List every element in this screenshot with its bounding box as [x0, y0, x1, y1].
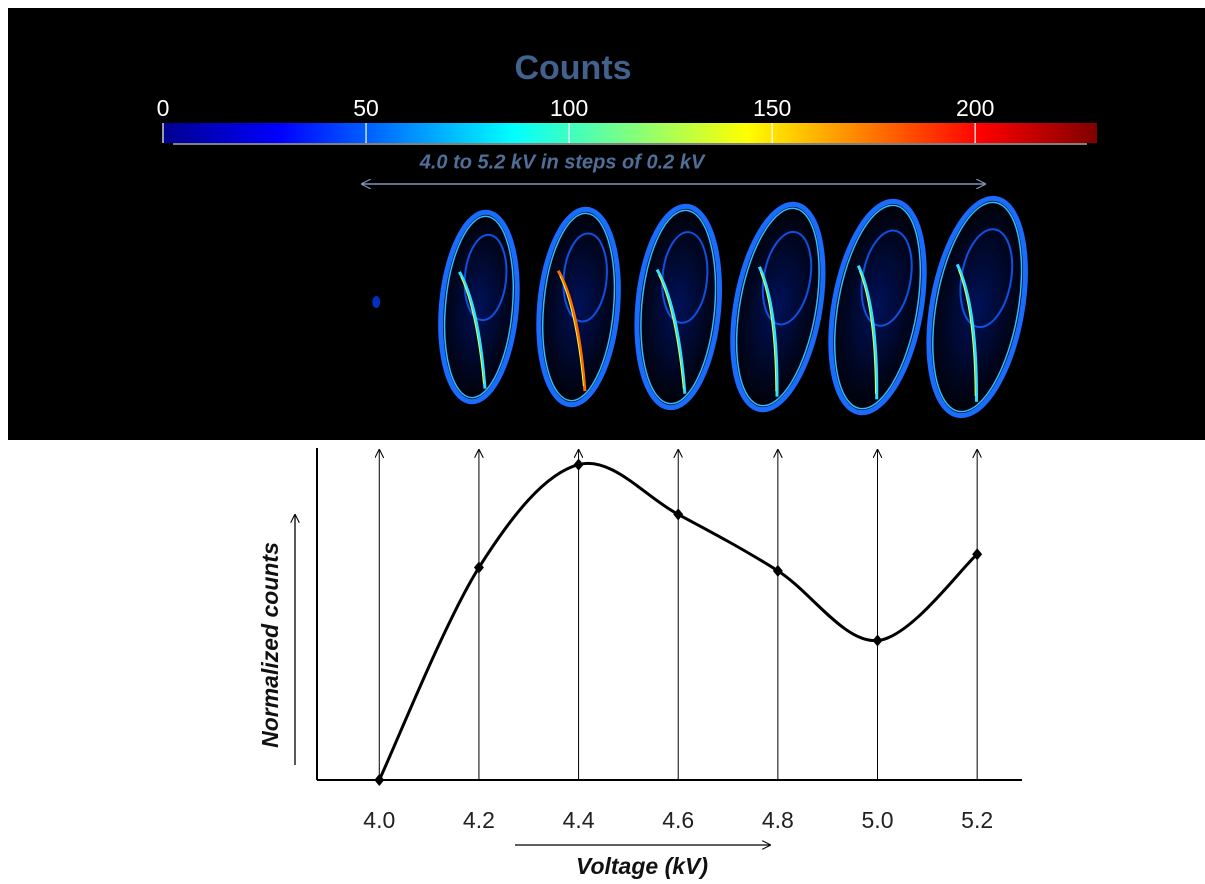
snapshot-streak — [760, 272, 777, 392]
snapshot-inner — [562, 232, 608, 323]
x-tick-label: 4.0 — [363, 807, 395, 833]
colorbar-tick-label: 200 — [956, 95, 994, 121]
snapshot-glow — [434, 206, 524, 408]
colorbar-tick-label: 0 — [157, 95, 170, 121]
x-tick-label: 4.6 — [662, 807, 694, 833]
snapshot-glow — [532, 203, 625, 411]
x-tick-label: 4.8 — [762, 807, 794, 833]
colorbar-tick-label: 150 — [753, 95, 791, 121]
snapshot — [824, 195, 931, 419]
x-tick-label: 5.2 — [961, 807, 993, 833]
snapshot-ring — [634, 203, 723, 411]
snapshot-streak — [559, 275, 584, 387]
snapshot-streak — [758, 266, 779, 397]
snapshot-ring — [536, 206, 621, 408]
snapshot-ring — [735, 207, 820, 407]
marker — [673, 508, 684, 521]
snapshot — [923, 192, 1032, 422]
snapshot-ring — [833, 204, 922, 410]
snapshot-streak — [955, 263, 978, 402]
x-tick-label: 5.0 — [862, 807, 894, 833]
snapshot — [630, 200, 726, 414]
snapshot-inner — [661, 231, 709, 324]
snapshot-streak — [655, 268, 687, 394]
x-tick-label: 4.2 — [463, 807, 495, 833]
snapshot-streak — [958, 270, 976, 397]
snapshot — [726, 198, 829, 416]
marker — [872, 634, 883, 647]
snapshot-ring — [730, 201, 826, 413]
snapshot-streak — [556, 270, 587, 392]
snapshot-streak — [859, 271, 876, 394]
snapshot — [372, 296, 381, 308]
marker — [374, 774, 385, 786]
snapshot-ring — [438, 209, 520, 405]
snapshot-ring — [542, 212, 616, 402]
y-axis-label: Normalized counts — [257, 542, 283, 748]
snapshot — [434, 206, 524, 408]
marker — [473, 561, 484, 574]
x-axis-label: Voltage (kV) — [576, 853, 708, 879]
snapshot — [532, 203, 625, 411]
snapshot-ring — [926, 195, 1028, 419]
snapshot-streak — [856, 264, 879, 400]
colorbar-title: Counts — [514, 49, 631, 87]
marker — [573, 458, 584, 471]
snapshot-ring — [640, 209, 717, 405]
snapshot-ring — [443, 215, 514, 399]
snapshot-glow — [824, 195, 931, 419]
x-tick-label: 4.4 — [563, 807, 595, 833]
snapshot-inner — [463, 233, 508, 322]
annotation: 4.0 to 5.2 kV in steps of 0.2 kV — [419, 151, 706, 173]
snapshot-glow — [726, 198, 829, 416]
snapshot-streak — [460, 276, 485, 384]
marker — [772, 564, 783, 577]
snapshot-ring — [932, 201, 1023, 413]
colorbar-tick-label: 100 — [550, 95, 588, 121]
colorbar — [163, 123, 1097, 143]
snapshot-glow — [630, 200, 726, 414]
colorbar-tick-label: 50 — [353, 95, 379, 121]
marker — [972, 548, 983, 561]
snapshot-ring — [828, 198, 927, 416]
snapshot-streak — [658, 274, 684, 389]
snapshot-inner — [761, 230, 813, 326]
snapshot-streak — [458, 271, 487, 389]
